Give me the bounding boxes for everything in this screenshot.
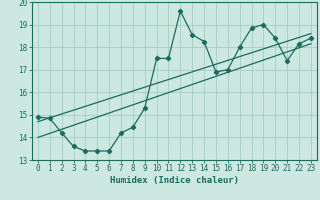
X-axis label: Humidex (Indice chaleur): Humidex (Indice chaleur) (110, 176, 239, 185)
